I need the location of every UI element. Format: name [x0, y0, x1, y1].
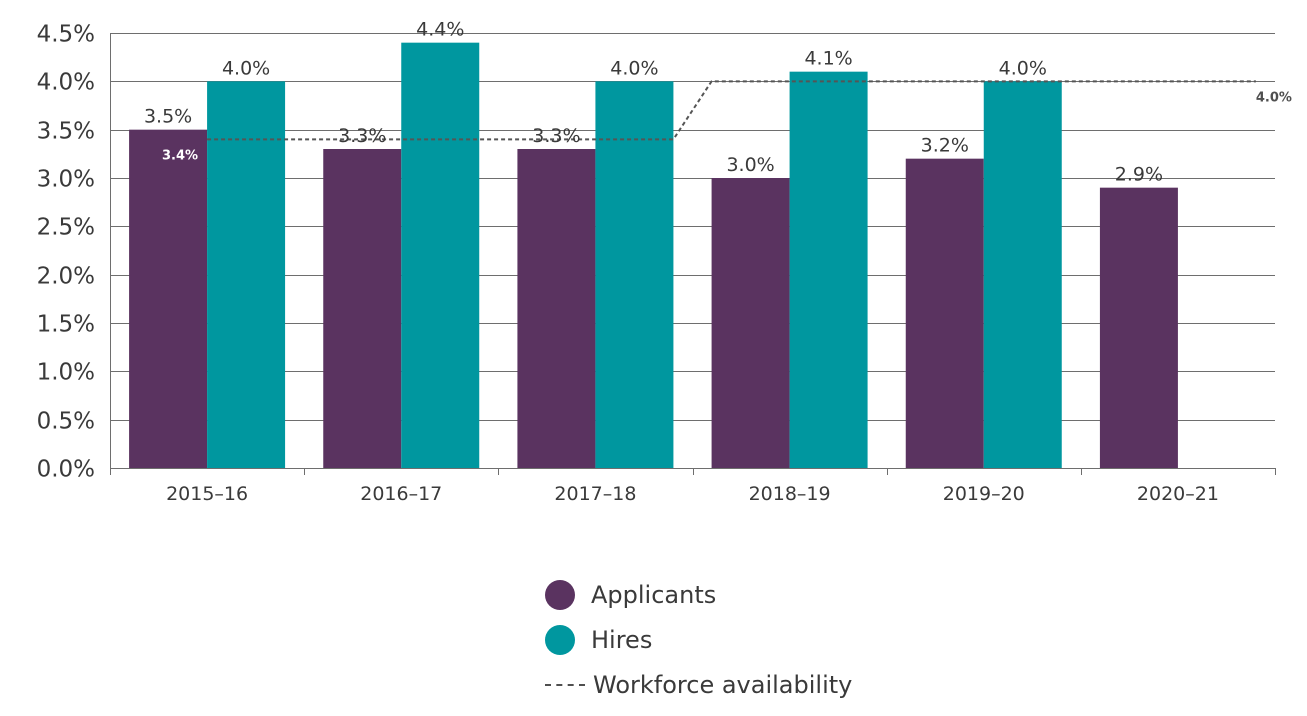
y-tick-label: 1.0%	[37, 360, 95, 386]
data-label-hires: 4.0%	[999, 57, 1047, 79]
bar-hires-2019–20	[983, 81, 1062, 468]
y-tick-label: 2.0%	[37, 264, 95, 290]
data-labels: 3.5% 4.0% 3.3% 4.4% 3.3% 4.0% 3.0% 4.1% 3.2% 4.0%…	[144, 19, 1292, 186]
legend-item-hires: Hires	[545, 617, 852, 662]
y-tick-label: 4.0%	[37, 70, 95, 96]
gridlines	[110, 33, 1275, 421]
workforce-start-label: 3.4%	[162, 148, 198, 163]
bar-applicants-2017–18	[517, 149, 596, 468]
bar-hires-2016–17	[401, 42, 480, 469]
x-axis: 2015–16 2016–17 2017–18 2018–19 2019–20 2020–…	[110, 468, 1276, 505]
x-category-label: 2016–17	[360, 483, 442, 505]
data-label-hires: 4.4%	[416, 19, 464, 41]
hires-swatch	[545, 624, 575, 655]
workforce-swatch	[545, 683, 585, 686]
y-axis: 0.0% 0.5% 1.0% 1.5% 2.0% 2.5% 3.0% 3.5% 4.0% 4.5%	[37, 22, 111, 483]
x-category-label: 2015–16	[166, 483, 248, 505]
y-tick-label: 0.5%	[37, 409, 95, 435]
x-category-label: 2019–20	[943, 483, 1025, 505]
x-category-label: 2018–19	[749, 483, 831, 505]
y-tick-label: 4.5%	[37, 22, 95, 48]
data-label-applicants: 3.2%	[921, 135, 969, 157]
x-category-label: 2017–18	[554, 483, 636, 505]
y-tick-label: 2.5%	[37, 215, 95, 241]
data-label-hires: 4.0%	[610, 57, 658, 79]
x-category-label: 2020–21	[1137, 483, 1219, 505]
workforce-end-label: 4.0%	[1256, 90, 1292, 105]
bar-applicants-2020–21	[1099, 187, 1178, 468]
bars	[129, 42, 1178, 469]
data-label-applicants: 3.0%	[726, 154, 774, 176]
legend-item-applicants: Applicants	[545, 572, 852, 617]
y-tick-label: 3.5%	[37, 119, 95, 145]
y-tick-label: 1.5%	[37, 312, 95, 338]
bar-applicants-2016–17	[323, 149, 402, 468]
bar-hires-2017–18	[595, 81, 674, 468]
bar-applicants-2019–20	[905, 158, 984, 468]
data-label-applicants: 3.3%	[532, 125, 580, 147]
data-label-hires: 4.0%	[222, 57, 270, 79]
legend-label-hires: Hires	[591, 625, 653, 654]
y-tick-label: 3.0%	[37, 167, 95, 193]
data-label-applicants: 2.9%	[1115, 164, 1163, 186]
legend-label-applicants: Applicants	[591, 580, 717, 609]
bar-hires-2015–16	[207, 81, 286, 468]
bar-hires-2018–19	[789, 71, 868, 469]
legend-label-workforce: Workforce availability	[593, 670, 853, 699]
legend: Applicants Hires Workforce availability	[545, 572, 852, 707]
bar-applicants-2015–16	[129, 129, 208, 468]
data-label-applicants: 3.5%	[144, 106, 192, 128]
applicants-swatch	[545, 579, 575, 610]
y-tick-label: 0.0%	[37, 457, 95, 483]
bar-applicants-2018–19	[711, 178, 790, 468]
data-label-applicants: 3.3%	[338, 125, 386, 147]
data-label-hires: 4.1%	[804, 48, 852, 70]
legend-item-workforce: Workforce availability	[545, 662, 852, 707]
